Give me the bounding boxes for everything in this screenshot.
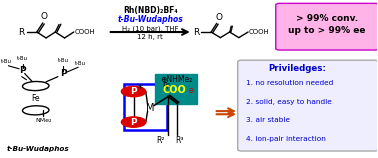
Text: P: P bbox=[130, 87, 137, 96]
Text: R: R bbox=[193, 27, 200, 36]
Text: R²: R² bbox=[156, 136, 165, 145]
Text: COOH: COOH bbox=[249, 29, 270, 35]
Text: H₂ (10 bar), THF: H₂ (10 bar), THF bbox=[122, 26, 178, 32]
Text: 2. solid, easy to handle: 2. solid, easy to handle bbox=[246, 99, 332, 105]
Text: 3. air stable: 3. air stable bbox=[246, 117, 290, 123]
Text: 1. no resolution needed: 1. no resolution needed bbox=[246, 80, 333, 86]
Text: ⊖: ⊖ bbox=[187, 86, 193, 95]
Text: *: * bbox=[138, 84, 143, 94]
Text: R: R bbox=[18, 27, 24, 36]
Text: R¹: R¹ bbox=[163, 82, 171, 91]
Circle shape bbox=[121, 86, 146, 97]
Text: O: O bbox=[41, 12, 48, 21]
Text: 4. ion-pair interaction: 4. ion-pair interaction bbox=[246, 136, 326, 142]
Text: P: P bbox=[20, 66, 26, 75]
FancyBboxPatch shape bbox=[238, 60, 378, 151]
Text: P: P bbox=[130, 118, 137, 127]
Text: t-Bu: t-Bu bbox=[1, 59, 12, 64]
Text: Priviledges:: Priviledges: bbox=[268, 64, 326, 73]
FancyBboxPatch shape bbox=[155, 73, 197, 104]
Text: NMe₂: NMe₂ bbox=[35, 118, 51, 123]
Text: Fe: Fe bbox=[31, 94, 40, 103]
Text: t-Bu: t-Bu bbox=[74, 61, 85, 66]
Circle shape bbox=[121, 117, 146, 127]
Text: O: O bbox=[215, 13, 222, 22]
Text: COO: COO bbox=[162, 85, 186, 95]
Text: t-Bu: t-Bu bbox=[58, 58, 69, 63]
Text: M: M bbox=[146, 103, 155, 113]
Text: t-Bu-Wudaphos: t-Bu-Wudaphos bbox=[7, 146, 70, 152]
Text: > 99% conv.: > 99% conv. bbox=[296, 14, 358, 23]
FancyBboxPatch shape bbox=[276, 3, 378, 50]
Text: up to > 99% ee: up to > 99% ee bbox=[288, 26, 366, 35]
Text: ⊕NHMe₂: ⊕NHMe₂ bbox=[160, 75, 192, 83]
Text: t-Bu: t-Bu bbox=[17, 56, 28, 61]
Text: Rh(NBD)₂BF₄: Rh(NBD)₂BF₄ bbox=[123, 6, 178, 15]
Text: COOH: COOH bbox=[74, 29, 95, 35]
Text: 12 h, rt: 12 h, rt bbox=[137, 34, 163, 40]
Text: R³: R³ bbox=[175, 136, 184, 145]
Text: P: P bbox=[60, 69, 67, 78]
Text: t-Bu-Wudaphos: t-Bu-Wudaphos bbox=[117, 15, 183, 24]
